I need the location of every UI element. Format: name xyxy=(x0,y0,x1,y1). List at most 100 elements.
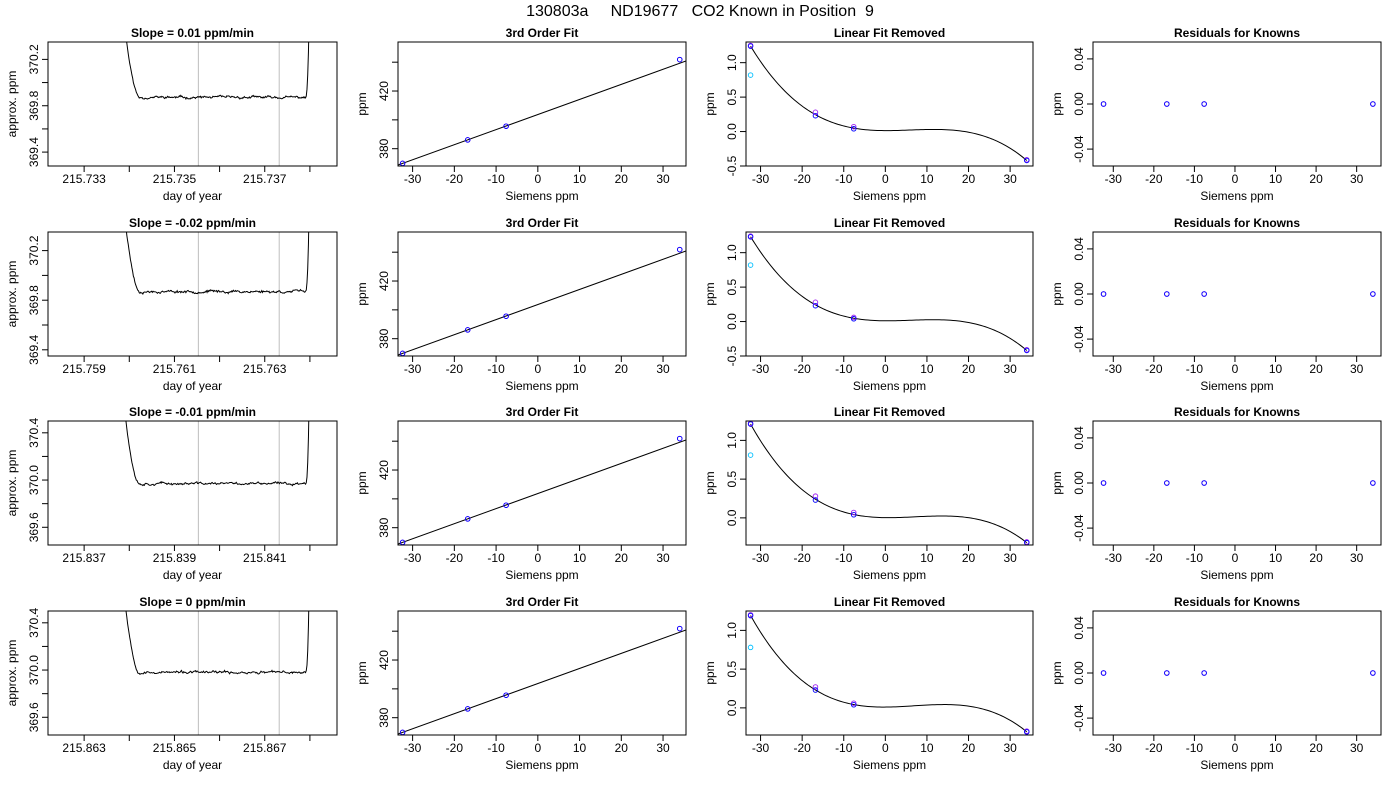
cubic-curve-line xyxy=(750,45,1028,161)
row4-fit-ytick-label: 380 xyxy=(377,707,391,727)
row3-residuals-xtick-label: 20 xyxy=(1309,551,1323,565)
row4-linear-removed-xtick-label: 10 xyxy=(920,741,934,755)
row1-fit-title: 3rd Order Fit xyxy=(506,26,579,40)
row1-fit-xtick-label: -10 xyxy=(487,172,505,186)
row1-linear-removed-ytick-label: 0.5 xyxy=(725,88,739,105)
known-marker xyxy=(850,512,857,518)
ppm-trace-line xyxy=(126,42,310,101)
row4-timeseries-xtick-label: 215.867 xyxy=(243,741,287,755)
fit-point-marker xyxy=(676,56,683,63)
row2-timeseries-plot-area xyxy=(125,232,310,356)
row2-fit-xlabel: Siemens ppm xyxy=(505,379,578,393)
row4-linear-removed-panel: Linear Fit Removed Siemens ppm ppm -30 -20 -1… xyxy=(703,595,1034,772)
known-marker xyxy=(747,612,754,619)
row3-linear-removed-ylabel: ppm xyxy=(703,471,717,494)
row2-fit-xtick-label: 0 xyxy=(534,362,541,376)
row1-timeseries-xlabel: day of year xyxy=(163,189,222,203)
row2-fit-panel: 3rd Order Fit Siemens ppm ppm -30 -20 -10 0 10 2… xyxy=(355,216,687,393)
fit-point-marker xyxy=(503,692,509,698)
row4-timeseries-panel: Slope = 0 ppm/min day of year approx. ppm 2… xyxy=(5,595,338,772)
row2-linear-removed-xtick-label: 20 xyxy=(962,362,976,376)
row3-fit-title: 3rd Order Fit xyxy=(506,405,579,419)
known-marker xyxy=(812,687,819,693)
row3-fit-xtick-label: -10 xyxy=(487,551,505,565)
row1-residuals-plot-area xyxy=(1100,101,1376,107)
row4-timeseries-ytick-label: 370.0 xyxy=(27,655,41,685)
row1-fit-ylabel: ppm xyxy=(355,92,369,115)
cubic-curve-line xyxy=(750,236,1028,351)
fit-point-marker xyxy=(503,502,509,508)
row3-timeseries-frame xyxy=(47,420,338,546)
row3-timeseries-xtick-label: 215.841 xyxy=(243,551,287,565)
row2-residuals-ytick-label: -0.04 xyxy=(1072,325,1086,353)
row1-timeseries-ytick-label: 370.2 xyxy=(27,44,41,74)
row2-residuals-xtick-label: 10 xyxy=(1269,362,1283,376)
row2-residuals-title: Residuals for Knowns xyxy=(1174,216,1300,230)
row1-fit-ytick-label: 380 xyxy=(377,138,391,158)
row2-fit-title: 3rd Order Fit xyxy=(506,216,579,230)
row1-fit-xtick-label: 0 xyxy=(534,172,541,186)
row2-linear-removed-xlabel: Siemens ppm xyxy=(853,379,926,393)
row1-residuals-ytick-label: -0.04 xyxy=(1072,135,1086,163)
fit-point-marker xyxy=(676,246,683,253)
row3-fit-frame xyxy=(397,420,687,546)
residual-known-marker xyxy=(1164,291,1170,297)
row1-linear-removed-panel: Linear Fit Removed Siemens ppm ppm -30 -20 -1… xyxy=(703,26,1034,203)
row3-timeseries-ytick-label: 369.6 xyxy=(27,512,41,542)
known-marker xyxy=(1024,729,1030,735)
row2-linear-removed-panel: Linear Fit Removed Siemens ppm ppm -30 -20 -1… xyxy=(703,216,1034,393)
known-marker xyxy=(812,497,819,503)
known-marker xyxy=(747,43,754,49)
row2-fit-xtick-label: 10 xyxy=(573,362,587,376)
fit-line xyxy=(398,439,686,545)
row3-residuals-plot-area xyxy=(1100,480,1376,486)
row4-fit-xtick-label: 20 xyxy=(615,741,629,755)
row1-timeseries-ytick-label: 369.4 xyxy=(27,137,41,167)
row3-timeseries-xlabel: day of year xyxy=(163,568,222,582)
residual-marker xyxy=(850,700,857,706)
row3-fit-panel: 3rd Order Fit Siemens ppm ppm -30 -20 -10 0 10 2… xyxy=(355,405,687,582)
row3-linear-removed-xtick-label: -20 xyxy=(793,551,811,565)
row3-residuals-ytick-label: 0.00 xyxy=(1072,471,1086,495)
row4-residuals-xtick-label: 0 xyxy=(1232,741,1239,755)
row2-linear-removed-ytick-label: 0.5 xyxy=(725,278,739,295)
row3-linear-removed-panel: Linear Fit Removed Siemens ppm ppm -30 -20 -1… xyxy=(703,405,1034,582)
residual-known-marker xyxy=(1164,480,1170,486)
fit-line xyxy=(398,250,686,356)
row1-fit-xtick-label: 30 xyxy=(656,172,670,186)
row3-residuals-ylabel: ppm xyxy=(1050,471,1064,494)
row1-residuals-xtick-label: 20 xyxy=(1309,172,1323,186)
row1-timeseries-frame xyxy=(47,41,338,167)
row3-fit-xtick-label: 0 xyxy=(534,551,541,565)
row4-timeseries-ylabel: approx. ppm xyxy=(5,640,19,707)
row2-timeseries-ylabel: approx. ppm xyxy=(5,261,19,328)
residual-marker xyxy=(812,109,819,116)
row1-residuals-ytick-label: 0.04 xyxy=(1072,47,1086,71)
known-marker xyxy=(747,234,754,240)
row2-linear-removed-xtick-label: -30 xyxy=(752,362,770,376)
row4-residuals-xtick-label: 20 xyxy=(1309,741,1323,755)
row3-residuals-title: Residuals for Knowns xyxy=(1174,405,1300,419)
row1-residuals-xtick-label: 0 xyxy=(1232,172,1239,186)
row3-linear-removed-xtick-label: -10 xyxy=(835,551,853,565)
row1-residuals-ytick-label: 0.00 xyxy=(1072,92,1086,116)
extra-marker xyxy=(747,72,754,78)
row3-residuals-panel: Residuals for Knowns Siemens ppm ppm -30 -20… xyxy=(1050,405,1382,582)
row4-fit-xtick-label: 0 xyxy=(534,741,541,755)
row4-linear-removed-ytick-label: 0.0 xyxy=(725,699,739,716)
row4-residuals-xtick-label: -10 xyxy=(1186,741,1204,755)
row3-timeseries-xtick-label: 215.839 xyxy=(153,551,197,565)
row4-residuals-ytick-label: 0.04 xyxy=(1072,616,1086,640)
row1-fit-ytick-label: 420 xyxy=(377,81,391,101)
row1-linear-removed-xtick-label: 30 xyxy=(1003,172,1017,186)
residual-known-marker xyxy=(1100,101,1107,107)
row1-linear-removed-ytick-label: -0.5 xyxy=(725,155,739,176)
row3-timeseries-title: Slope = -0.01 ppm/min xyxy=(129,405,256,419)
row4-timeseries-plot-area xyxy=(125,611,310,735)
row4-linear-removed-xtick-label: -10 xyxy=(835,741,853,755)
row3-fit-xlabel: Siemens ppm xyxy=(505,568,578,582)
row1-residuals-frame xyxy=(1092,41,1382,167)
residual-known-marker xyxy=(1100,291,1107,297)
residual-known-marker xyxy=(1201,480,1207,486)
row2-linear-removed-xtick-label: 10 xyxy=(920,362,934,376)
